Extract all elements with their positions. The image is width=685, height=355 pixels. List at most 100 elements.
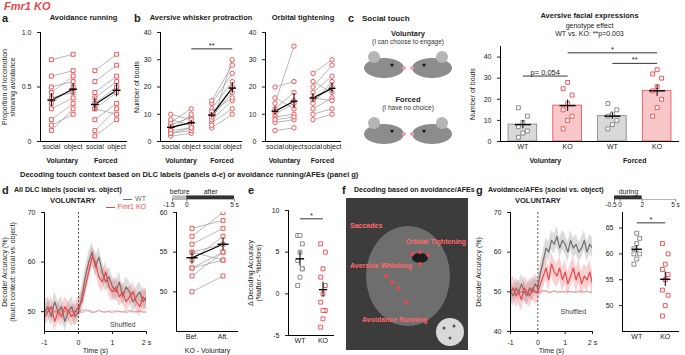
svg-text:0.5: 0.5 <box>22 83 32 90</box>
svg-text:Time (s): Time (s) <box>83 347 108 355</box>
svg-text:Avoidance Running: Avoidance Running <box>362 316 427 324</box>
svg-text:Social touch: Social touch <box>362 14 410 23</box>
svg-text:60: 60 <box>160 209 168 216</box>
svg-text:-1: -1 <box>507 339 513 346</box>
svg-text:Forced: Forced <box>94 157 117 164</box>
svg-text:10: 10 <box>272 207 280 214</box>
svg-text:-1.5: -1.5 <box>163 201 175 208</box>
svg-text:5: 5 <box>276 248 280 255</box>
svg-text:50: 50 <box>606 302 614 309</box>
svg-text:1: 1 <box>111 339 115 346</box>
svg-text:Voluntary: Voluntary <box>391 29 426 38</box>
svg-text:KO - Voluntary: KO - Voluntary <box>185 347 231 355</box>
svg-text:Voluntary: Voluntary <box>46 157 78 165</box>
svg-text:60: 60 <box>494 248 502 255</box>
svg-text:40: 40 <box>144 29 152 36</box>
svg-text:WT: WT <box>631 333 643 340</box>
svg-text:60: 60 <box>28 258 36 265</box>
svg-text:during: during <box>619 188 639 196</box>
svg-text:20: 20 <box>249 83 257 90</box>
svg-text:50: 50 <box>494 288 502 295</box>
svg-text:(I have no choice): (I have no choice) <box>382 104 434 112</box>
svg-text:5 s: 5 s <box>671 201 680 208</box>
svg-text:KO: KO <box>660 333 671 340</box>
svg-text:Bef.: Bef. <box>186 333 199 340</box>
svg-text:social: social <box>86 143 104 150</box>
svg-text:Voluntary: Voluntary <box>165 157 197 165</box>
svg-text:**: ** <box>209 41 215 50</box>
svg-text:social: social <box>162 143 180 150</box>
svg-text:object: object <box>182 143 201 151</box>
svg-text:0: 0 <box>253 138 257 145</box>
svg-text:Shuffled: Shuffled <box>110 321 136 328</box>
svg-text:50: 50 <box>28 308 36 315</box>
svg-text:55: 55 <box>160 248 168 255</box>
svg-text:KO: KO <box>318 337 329 344</box>
svg-text:WT: WT <box>295 337 307 344</box>
svg-text:40: 40 <box>494 328 502 335</box>
svg-text:WT: WT <box>517 143 529 150</box>
svg-text:60: 60 <box>606 250 614 257</box>
svg-text:2: 2 <box>640 201 644 208</box>
svg-text:object: object <box>285 143 304 151</box>
svg-text:object: object <box>323 143 342 151</box>
svg-text:10: 10 <box>144 110 152 117</box>
svg-text:50: 50 <box>160 288 168 295</box>
svg-text:social: social <box>304 143 322 150</box>
svg-text:**: ** <box>632 55 638 64</box>
svg-text:social: social <box>42 143 60 150</box>
svg-text:0: 0 <box>488 138 492 145</box>
svg-text:30: 30 <box>249 56 257 63</box>
svg-text:Aft.: Aft. <box>218 333 229 340</box>
svg-text:30: 30 <box>144 56 152 63</box>
svg-text:0: 0 <box>536 339 540 346</box>
svg-text:Aversive Whisking: Aversive Whisking <box>350 262 412 270</box>
svg-text:0: 0 <box>77 339 81 346</box>
svg-text:object: object <box>223 143 242 151</box>
svg-text:KO: KO <box>563 143 574 150</box>
svg-text:p= 0.054: p= 0.054 <box>531 68 560 77</box>
svg-text:0: 0 <box>28 138 32 145</box>
svg-text:Shuffled: Shuffled <box>561 308 587 315</box>
svg-text:KO: KO <box>652 143 663 150</box>
svg-text:40: 40 <box>249 29 257 36</box>
svg-text:0: 0 <box>276 290 280 297</box>
svg-text:-5: -5 <box>273 332 279 339</box>
svg-text:before: before <box>170 188 190 195</box>
svg-text:Orbital Tightening: Orbital Tightening <box>406 238 466 246</box>
svg-text:2 s: 2 s <box>588 339 598 346</box>
svg-text:0: 0 <box>618 201 622 208</box>
svg-text:5 s: 5 s <box>230 201 239 208</box>
svg-text:*: * <box>611 45 614 54</box>
svg-text:*: * <box>310 211 313 220</box>
svg-text:70: 70 <box>494 209 502 216</box>
svg-text:65: 65 <box>606 224 614 231</box>
svg-text:2 s: 2 s <box>142 339 152 346</box>
svg-text:20: 20 <box>144 83 152 90</box>
svg-text:Forced: Forced <box>395 95 420 104</box>
svg-text:0: 0 <box>185 201 189 208</box>
svg-text:Saccades: Saccades <box>350 222 382 229</box>
svg-text:WT: WT <box>607 143 619 150</box>
svg-text:(I can choose to engage): (I can choose to engage) <box>372 38 444 46</box>
svg-text:1.0: 1.0 <box>22 29 32 36</box>
svg-text:Forced: Forced <box>311 157 334 164</box>
svg-text:social: social <box>266 143 284 150</box>
svg-text:40: 40 <box>484 53 492 60</box>
svg-text:Forced: Forced <box>210 157 233 164</box>
svg-text:*: * <box>650 215 653 224</box>
svg-text:0: 0 <box>148 138 152 145</box>
svg-text:social: social <box>203 143 221 150</box>
svg-text:20: 20 <box>484 96 492 103</box>
svg-text:Time (s): Time (s) <box>539 347 564 355</box>
svg-text:55: 55 <box>606 276 614 283</box>
svg-text:-1: -1 <box>41 339 47 346</box>
svg-text:object: object <box>64 143 83 151</box>
svg-text:Forced: Forced <box>623 157 646 164</box>
svg-text:30: 30 <box>484 74 492 81</box>
svg-text:1: 1 <box>563 339 567 346</box>
svg-text:10: 10 <box>249 110 257 117</box>
svg-text:10: 10 <box>484 117 492 124</box>
svg-text:after: after <box>204 188 219 195</box>
svg-text:70: 70 <box>28 209 36 216</box>
